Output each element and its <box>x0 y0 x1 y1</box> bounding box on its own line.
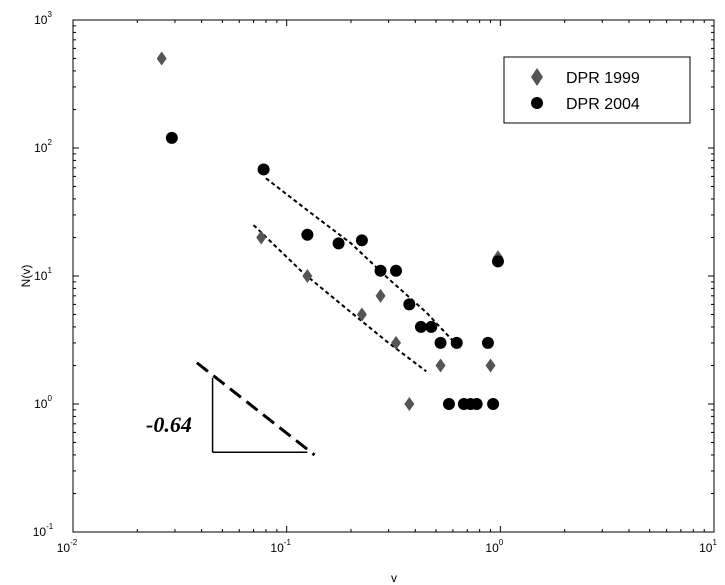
data-point-diamond <box>435 358 446 373</box>
data-point-circle <box>491 255 504 268</box>
slope-dashed-line <box>195 361 316 457</box>
data-point-diamond <box>302 269 313 283</box>
y-tick-label: 100 <box>34 394 52 411</box>
y-tick-label: 103 <box>34 10 52 27</box>
x-tick-label: 101 <box>699 538 717 555</box>
x-axis-label: v <box>391 571 397 585</box>
data-point-diamond <box>391 335 402 350</box>
data-point-circle <box>403 298 416 311</box>
y-tick-label: 10-1 <box>33 522 54 539</box>
data-point-diamond <box>404 397 415 411</box>
data-point-circle <box>390 264 403 277</box>
legend-marker-dpr-1999 <box>531 68 543 86</box>
data-point-circle <box>332 237 345 250</box>
legend: DPR 1999 DPR 2004 <box>503 56 691 124</box>
data-point-circle <box>425 320 438 333</box>
data-point-diamond <box>375 288 386 303</box>
data-point-circle <box>165 131 178 144</box>
y-tick-label: 101 <box>34 266 52 283</box>
legend-marker-dpr-2004 <box>531 97 543 109</box>
x-tick-label: 10-2 <box>57 538 78 555</box>
data-point-circle <box>257 163 270 176</box>
x-tick-label: 100 <box>485 538 503 555</box>
data-point-diamond <box>256 230 267 245</box>
legend-box <box>503 56 691 124</box>
y-axis-label: N(v) <box>19 265 33 288</box>
data-point-circle <box>450 336 463 349</box>
slope-annotation-label: -0.64 <box>146 412 192 437</box>
y-tick-label: 102 <box>34 138 52 155</box>
data-point-circle <box>301 228 314 241</box>
data-point-circle <box>355 234 368 247</box>
x-tick-label: 10-1 <box>270 538 291 555</box>
data-point-diamond <box>356 307 367 322</box>
legend-label-dpr-2004: DPR 2004 <box>566 96 640 113</box>
fit-lines <box>252 177 462 373</box>
data-point-circle <box>414 320 427 333</box>
data-point-circle <box>487 398 500 410</box>
data-point-circle <box>470 398 483 410</box>
legend-label-dpr-1999: DPR 1999 <box>566 70 640 87</box>
data-marks <box>156 51 504 411</box>
data-point-circle <box>434 336 447 349</box>
data-point-circle <box>442 398 455 410</box>
data-point-diamond <box>485 358 496 373</box>
slope-annotation <box>195 361 316 457</box>
fit-line <box>265 177 462 350</box>
data-point-circle <box>374 264 387 277</box>
data-point-diamond <box>156 51 167 66</box>
data-point-circle <box>481 336 494 349</box>
